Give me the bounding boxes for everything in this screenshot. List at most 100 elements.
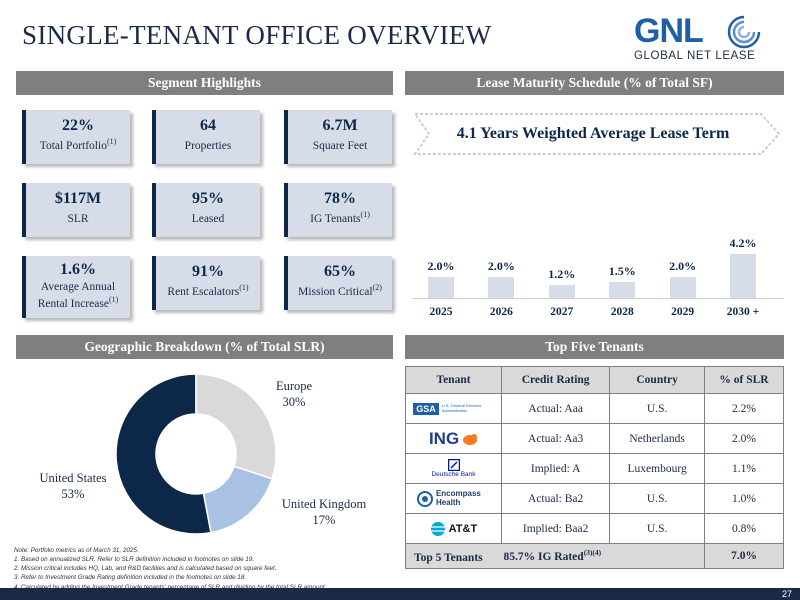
tenant-logo-gsa: GSA U.S. General Services Administration bbox=[405, 393, 502, 424]
donut-slice-europe bbox=[195, 373, 277, 480]
bar-value-label: 2.0% bbox=[427, 259, 455, 273]
table-header-row: Tenant Credit Rating Country % of SLR bbox=[405, 366, 784, 394]
x-tick-label: 2027 bbox=[550, 306, 574, 318]
stat-card: 65% Mission Critical(2) bbox=[284, 256, 392, 310]
logo-tagline: GLOBAL NET LEASE bbox=[634, 50, 756, 62]
table-total-row: Top 5 Tenants 85.7% IG Rated(3)(4) 7.0% bbox=[405, 543, 784, 569]
stat-label: Average Annual Rental Increase(1) bbox=[37, 281, 119, 310]
footnote-line: 4. Calculated by adding the Investment G… bbox=[14, 583, 327, 591]
tenant-country: Luxembourg bbox=[609, 453, 705, 484]
stat-label: SLR bbox=[67, 212, 89, 225]
tenant-credit-rating: Actual: Aa3 bbox=[500, 423, 611, 454]
tenant-slr: 1.1% bbox=[704, 453, 784, 484]
top-tenants-table: Tenant Credit Rating Country % of SLR GS… bbox=[405, 366, 784, 569]
tenant-country: U.S. bbox=[609, 393, 705, 424]
tenant-slr: 2.0% bbox=[704, 423, 784, 454]
stat-value: 64 bbox=[200, 117, 216, 134]
stat-label: Total Portfolio(1) bbox=[39, 137, 117, 152]
tenant-credit-rating: Actual: Ba2 bbox=[500, 483, 611, 514]
donut-label-united-states: United States 53% bbox=[39, 471, 107, 502]
section-lease-maturity: Lease Maturity Schedule (% of Total SF) bbox=[405, 71, 784, 95]
stat-card: 22% Total Portfolio(1) bbox=[22, 110, 130, 164]
wale-callout: 4.1 Years Weighted Average Lease Term bbox=[413, 112, 783, 156]
col-header-country: Country bbox=[609, 366, 705, 394]
stat-card: 1.6% Average Annual Rental Increase(1) bbox=[22, 256, 130, 318]
col-header-tenant: Tenant bbox=[405, 366, 502, 394]
tenant-slr: 0.8% bbox=[704, 513, 784, 544]
col-header-credit-rating: Credit Rating bbox=[500, 366, 611, 394]
table-row: Deutsche Bank Implied: A Luxembourg 1.1% bbox=[405, 453, 784, 484]
donut-label-united-kingdom: United Kingdom 17% bbox=[281, 497, 367, 528]
stat-card: 95% Leased bbox=[152, 183, 260, 237]
stat-value: 95% bbox=[192, 190, 224, 207]
stat-label: Properties bbox=[184, 139, 232, 152]
table-row: ING Actual: Aa3 Netherlands 2.0% bbox=[405, 423, 784, 454]
wale-text: 4.1 Years Weighted Average Lease Term bbox=[456, 125, 730, 142]
bar-2027 bbox=[548, 285, 575, 298]
footnote-line: 1. Based on annualized SLR. Refer to SLR… bbox=[14, 556, 255, 564]
company-logo: GNL GLOBAL NET LEASE bbox=[628, 12, 778, 64]
lion-icon bbox=[463, 433, 478, 445]
geographic-donut-chart bbox=[115, 373, 277, 535]
stat-card: 64 Properties bbox=[152, 110, 260, 164]
x-tick-label: 2025 bbox=[429, 306, 453, 318]
tenant-logo-att: AT&T bbox=[405, 513, 502, 544]
bar-value-label: 1.2% bbox=[548, 267, 576, 281]
x-tick-label: 2028 bbox=[610, 306, 634, 318]
bar-value-label: 1.5% bbox=[608, 264, 636, 278]
stat-card: 6.7M Square Feet bbox=[284, 110, 392, 164]
tenant-logo-deutsche-bank: Deutsche Bank bbox=[405, 453, 502, 484]
tenant-credit-rating: Implied: Baa2 bbox=[500, 513, 611, 544]
stat-card: 78% IG Tenants(1) bbox=[284, 183, 392, 237]
footer-bar bbox=[0, 588, 800, 600]
stat-card: $117M SLR bbox=[22, 183, 130, 237]
footnotes: Note: Portfolio metrics as of March 31, … bbox=[14, 546, 434, 592]
bar-2030 bbox=[730, 254, 756, 298]
logo-wordmark: GNL bbox=[634, 12, 704, 50]
table-row: GSA U.S. General Services Administration… bbox=[405, 393, 784, 424]
col-header-slr: % of SLR bbox=[704, 366, 784, 394]
bar-2025 bbox=[428, 277, 454, 298]
table-row: AT&T Implied: Baa2 U.S. 0.8% bbox=[405, 513, 784, 544]
donut-slice-united-kingdom bbox=[202, 465, 274, 534]
chart-baseline bbox=[412, 298, 784, 299]
bar-2028 bbox=[609, 282, 636, 298]
deutsche-bank-slash-icon bbox=[447, 459, 460, 471]
bar-2029 bbox=[669, 277, 696, 298]
tenant-country: Netherlands bbox=[609, 423, 705, 454]
stat-label: IG Tenants(1) bbox=[310, 210, 370, 225]
footnote-line: Note: Portfolio metrics as of March 31, … bbox=[14, 547, 139, 554]
stat-value: 1.6% bbox=[60, 261, 96, 278]
bar-value-label: 2.0% bbox=[487, 259, 515, 273]
stat-label: Square Feet bbox=[312, 139, 368, 152]
section-geographic-breakdown: Geographic Breakdown (% of Total SLR) bbox=[16, 335, 393, 359]
x-tick-label: 2030 + bbox=[726, 306, 760, 318]
bar-value-label: 4.2% bbox=[729, 236, 757, 250]
footnote-line: 2. Mission critical includes HQ, Lab, an… bbox=[14, 565, 277, 573]
tenant-country: U.S. bbox=[609, 483, 705, 514]
table-row: Encompass Health Actual: Ba2 U.S. 1.0% bbox=[405, 483, 784, 514]
bar-value-label: 2.0% bbox=[669, 259, 697, 273]
tenant-credit-rating: Actual: Aaa bbox=[500, 393, 611, 424]
stat-value: $117M bbox=[54, 190, 102, 207]
tenant-logo-encompass: Encompass Health bbox=[405, 483, 502, 514]
section-segment-highlights: Segment Highlights bbox=[16, 71, 393, 95]
donut-label-europe: Europe 30% bbox=[275, 379, 313, 410]
tenant-country: U.S. bbox=[609, 513, 705, 544]
total-label: Top 5 Tenants bbox=[414, 551, 483, 564]
total-slr: 7.0% bbox=[704, 543, 784, 569]
stat-label: Mission Critical(2) bbox=[298, 283, 382, 298]
chevron-arrow-shape bbox=[413, 113, 781, 155]
footnote-line: 3. Refer to Investment Grade Rating defi… bbox=[14, 574, 247, 582]
tenant-slr: 2.2% bbox=[704, 393, 784, 424]
stat-label: Leased bbox=[191, 212, 225, 225]
section-top-tenants: Top Five Tenants bbox=[405, 335, 784, 359]
page-number: 27 bbox=[781, 589, 792, 599]
stat-label: Rent Escalators(1) bbox=[167, 283, 249, 298]
stat-value: 22% bbox=[62, 117, 94, 134]
encompass-health-icon bbox=[417, 490, 434, 507]
x-tick-label: 2026 bbox=[489, 306, 513, 318]
stat-card: 91% Rent Escalators(1) bbox=[152, 256, 260, 310]
tenant-credit-rating: Implied: A bbox=[500, 453, 611, 484]
logo-swirl-icon bbox=[727, 14, 766, 49]
